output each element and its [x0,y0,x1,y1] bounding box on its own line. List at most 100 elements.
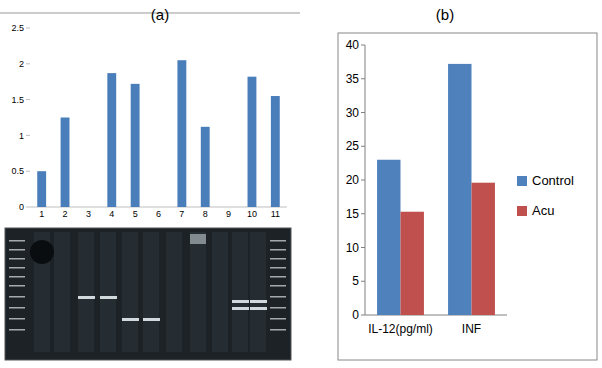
chart: (a)00.511.522.51234567891011 [0,6,300,219]
gel-band [9,276,25,278]
y-tick-label: 30 [346,106,360,120]
legend-label: Control [532,173,574,188]
y-axis [365,45,366,315]
y-tick [26,171,30,172]
gel-band [270,276,286,278]
bar [154,207,163,208]
y-tick [26,135,30,136]
y-tick [361,247,365,248]
legend-label: Acu [532,203,554,218]
gel-well [190,234,206,244]
x-tick-label: 3 [86,209,91,219]
y-tick [26,207,30,208]
gel-band [232,300,249,303]
gel-lane [212,232,228,352]
gel-lane [232,232,248,352]
y-tick [361,146,365,147]
bars [37,60,280,207]
x-tick-label: 5 [133,209,138,219]
x-tick-label: 7 [179,209,184,219]
title: (b) [436,6,454,23]
title: (a) [151,6,169,23]
bar [37,171,46,207]
gel-lane [190,232,206,352]
gel-band [270,267,286,269]
x-tick-label: 9 [226,209,231,219]
chart-frame [338,33,597,360]
gel-band [122,318,139,321]
y-tick-label: 0 [352,308,359,322]
bar [177,60,186,207]
y-tick [361,180,365,181]
gel-band [100,296,117,299]
gel-band [270,249,286,251]
y-tick-label: 10 [346,241,360,255]
gel-band [9,240,25,242]
bar [448,64,471,315]
bar [248,77,257,207]
gel-lane [54,232,70,352]
gel-band [9,249,25,251]
bar [377,160,400,315]
y-tick-label: 15 [346,207,360,221]
gel-image [5,228,291,360]
y-tick [361,281,365,282]
y-tick-label: 5 [352,274,359,288]
y-tick [26,99,30,100]
gel-band [9,318,25,320]
gel-band [270,329,286,331]
gel-band [9,267,25,269]
bar [131,84,140,207]
gel-lane [143,232,159,352]
gel-spot [30,240,54,264]
gel-band [232,307,249,310]
y-tick-label: 2 [19,59,24,69]
gel-band [270,296,286,298]
x-tick-label: 6 [156,209,161,219]
legend-swatch [517,176,527,186]
figure: (a)00.511.522.51234567891011(b)051015202… [0,0,602,368]
y-tick-label: 20 [346,173,360,187]
gel-lane [122,232,138,352]
gel-lane [78,232,94,352]
bar [201,127,210,207]
gel-band [9,296,25,298]
bar [271,96,280,207]
y-tick [26,28,30,29]
gel-band [250,300,267,303]
x-tick-label: 8 [203,209,208,219]
gel-band [270,285,286,287]
x-tick-label: 4 [109,209,114,219]
bar [401,212,424,315]
gel-band [270,307,286,309]
y-tick-label: 2.5 [11,23,24,33]
x-tick-label: IL-12(pg/ml) [368,322,433,336]
x-tick-label: 10 [247,209,257,219]
gel-band [9,329,25,331]
legend-swatch [517,206,527,216]
gel-band [9,258,25,260]
x-tick-label: INF [462,322,481,336]
gel-lane [100,232,116,352]
x-tick-label: 1 [39,209,44,219]
y-tick-label: 1 [19,131,24,141]
y-tick [361,45,365,46]
y-tick-label: 0.5 [11,166,24,176]
y-tick-label: 40 [346,38,360,52]
bar [84,207,93,208]
gel-lane [250,232,266,352]
gel-band [270,318,286,320]
gel-band [9,285,25,287]
gel-band [78,296,95,299]
y-tick-label: 0 [19,202,24,212]
bar [61,118,70,208]
x-tick-label: 2 [63,209,68,219]
chart: (b)0510152025303540IL-12(pg/ml)INFContro… [338,6,597,360]
y-tick [361,315,365,316]
y-tick [361,112,365,113]
gel-band [9,307,25,309]
gel-band [270,240,286,242]
y-tick-label: 25 [346,139,360,153]
gel-lane [166,232,182,352]
bars [377,64,495,315]
